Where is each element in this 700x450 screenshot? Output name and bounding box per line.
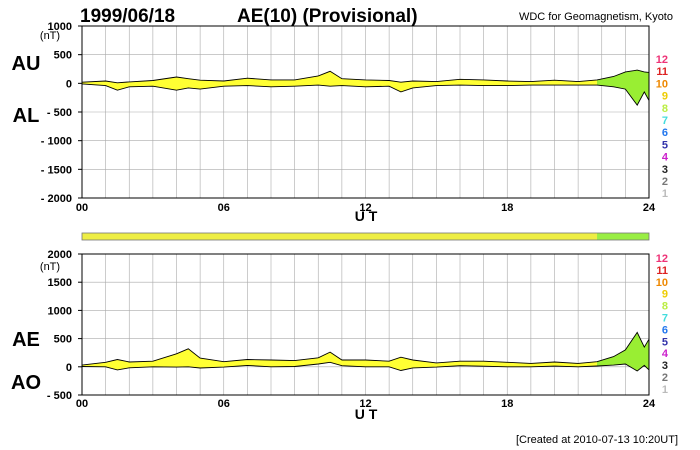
area-fill [82,71,597,92]
legend-level-12: 12 [656,54,668,66]
ae-ao-unit: (nT) [40,261,60,273]
au-al-y-ticks: 1000 500 0 - 500 - 1000 - 1500 - 2000 [41,21,82,205]
index-title: AE(10) (Provisional) [237,6,418,27]
y-tick-label: 1000 [48,305,72,317]
legend-level-3: 3 [662,360,668,372]
y-tick-label: 1000 [48,21,72,33]
area-fill [82,348,597,371]
legend-level-11: 11 [656,66,668,78]
coverage-band-frame [81,232,650,241]
x-tick-label: 24 [643,398,656,410]
x-tick-label: 12 [359,202,371,214]
au-al-area [82,70,649,106]
ae-ao-x-label: U T [355,406,378,422]
date-title: 1999/06/18 [80,6,175,27]
legend-level-3: 3 [662,164,668,176]
ae-ao-lines [81,331,650,372]
x-tick-label: 00 [76,398,88,410]
au-al-lines [81,69,650,106]
au-label: AU [12,53,41,75]
x-tick-label: 12 [359,398,371,410]
legend-level-7: 7 [662,313,668,325]
legend-level-2: 2 [662,176,668,188]
x-tick-label: 24 [643,202,656,214]
series-line-ao [81,361,650,372]
x-tick-label: 00 [76,202,88,214]
legend-level-7: 7 [662,115,668,127]
coverage-segment [597,233,649,240]
source-label: WDC for Geomagnetism, Kyoto [519,11,673,23]
au-al-x-ticks: 00 06 12 18 24 [76,202,656,214]
au-al-x-label: U T [355,208,378,224]
ae-ao-y-ticks: 2000 1500 1000 500 0 - 500 [47,249,82,402]
x-tick-label: 18 [501,202,513,214]
created-timestamp: [Created at 2010-07-13 10:20UT] [516,434,678,446]
x-tick-label: 06 [218,398,230,410]
al-label: AL [13,105,40,127]
legend-level-1: 1 [662,188,668,200]
y-tick-label: 0 [66,78,72,90]
legend-level-6: 6 [662,127,668,139]
y-tick-label: 500 [54,50,72,62]
x-tick-label: 18 [501,398,513,410]
legend-level-8: 8 [662,103,668,115]
series-line-au [81,69,650,84]
legend-level-9: 9 [662,91,668,103]
legend-level-9: 9 [662,289,668,301]
y-tick-label: - 1500 [41,164,72,176]
station-coverage-band [82,233,649,240]
ae-ao-grid [82,254,649,395]
ao-label: AO [11,372,41,394]
au-al-unit: (nT) [40,30,60,42]
legend-level-10: 10 [656,277,668,289]
legend-level-4: 4 [662,152,669,164]
y-tick-label: 1500 [48,277,72,289]
area-fill-late [597,70,649,106]
legend-level-10: 10 [656,78,668,90]
legend-level-6: 6 [662,324,668,336]
au-al-grid [82,26,649,198]
legend-level-5: 5 [662,336,668,348]
y-tick-label: 0 [66,362,72,374]
y-tick-label: - 1000 [41,136,72,148]
ae-label: AE [12,329,40,351]
legend-level-2: 2 [662,372,668,384]
y-tick-label: 500 [54,334,72,346]
series-line-ae [81,331,650,366]
legend-level-1: 1 [662,384,668,396]
legend-level-8: 8 [662,301,668,313]
x-tick-label: 06 [218,202,230,214]
coverage-segment [82,233,598,240]
legend-level-11: 11 [656,265,668,277]
y-tick-label: - 500 [47,390,72,402]
y-tick-label: - 2000 [41,193,72,205]
ae-ao-frame [81,253,650,396]
ae-ao-x-ticks: 00 06 12 18 24 [76,398,656,410]
legend-level-4: 4 [662,348,669,360]
series-line-al [81,83,650,106]
legend-level-12: 12 [656,253,668,265]
legend-level-5: 5 [662,139,668,151]
y-tick-label: 2000 [48,249,72,261]
y-tick-label: - 500 [47,107,72,119]
